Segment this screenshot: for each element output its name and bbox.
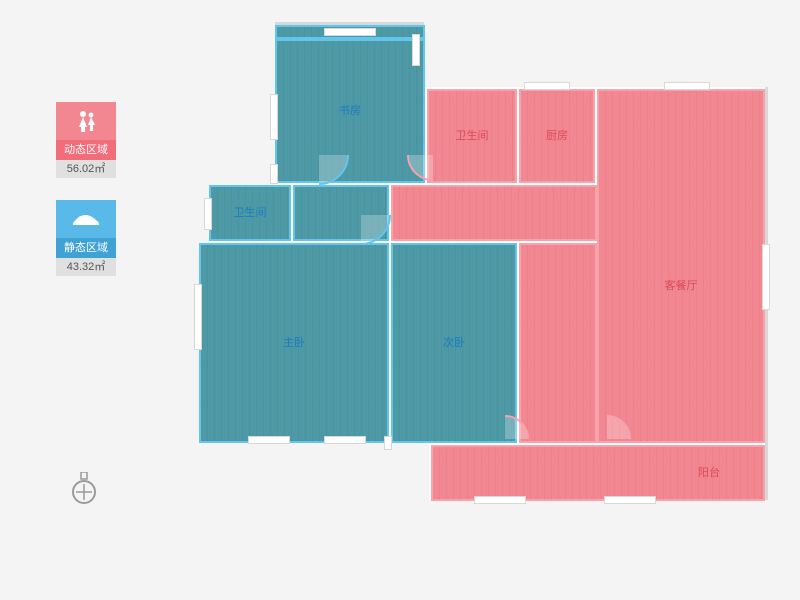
window-mark [475,497,525,503]
room-label-kitchen: 厨房 [543,130,571,143]
window-mark [195,285,201,349]
legend-panel: 动态区域 56.02㎡ 静态区域 43.32㎡ [56,102,116,298]
room-label-living: 客餐厅 [662,280,701,293]
people-icon [56,102,116,140]
legend-static: 静态区域 43.32㎡ [56,200,116,276]
room-label-balcony: 阳台 [695,467,723,480]
window-mark [249,437,289,443]
window-mark [763,245,769,309]
cutout [172,22,275,185]
room-label-study: 书房 [336,105,364,118]
window-mark [325,29,375,35]
window-mark [605,497,655,503]
room-label-bath1: 卫生间 [453,130,492,143]
window-mark [665,83,709,89]
room-second: 次卧 [391,243,517,443]
compass-icon [70,472,98,511]
legend-dynamic-label: 动态区域 [56,140,116,160]
room-master: 主卧 [199,243,389,443]
room-corridor [519,243,597,443]
legend-static-label: 静态区域 [56,238,116,258]
cutout [424,22,771,87]
window-mark [325,437,365,443]
room-bath1: 卫生间 [427,89,517,183]
room-hall [391,185,597,241]
window-mark [413,35,419,65]
sleep-icon [56,200,116,238]
room-study: 书房 [275,39,425,183]
room-label-master: 主卧 [280,337,308,350]
legend-dynamic: 动态区域 56.02㎡ [56,102,116,178]
room-label-second: 次卧 [440,337,468,350]
window-mark [271,95,277,139]
cutout [426,500,771,565]
window-mark [525,83,569,89]
window-mark [205,199,211,229]
room-label-bath2: 卫生间 [231,207,270,220]
window-mark [385,437,391,449]
cutout [172,182,209,243]
cutout [196,440,429,565]
room-balcony: 阳台 [431,445,765,501]
floorplan-container: 书房卫生间 厨房客餐厅 卫生间主卧 次卧阳台 [172,22,768,562]
legend-static-value: 43.32㎡ [56,258,116,276]
room-bath2: 卫生间 [209,185,291,241]
room-living: 客餐厅 [597,89,765,443]
window-mark [271,165,277,183]
legend-dynamic-value: 56.02㎡ [56,160,116,178]
room-kitchen: 厨房 [519,89,595,183]
